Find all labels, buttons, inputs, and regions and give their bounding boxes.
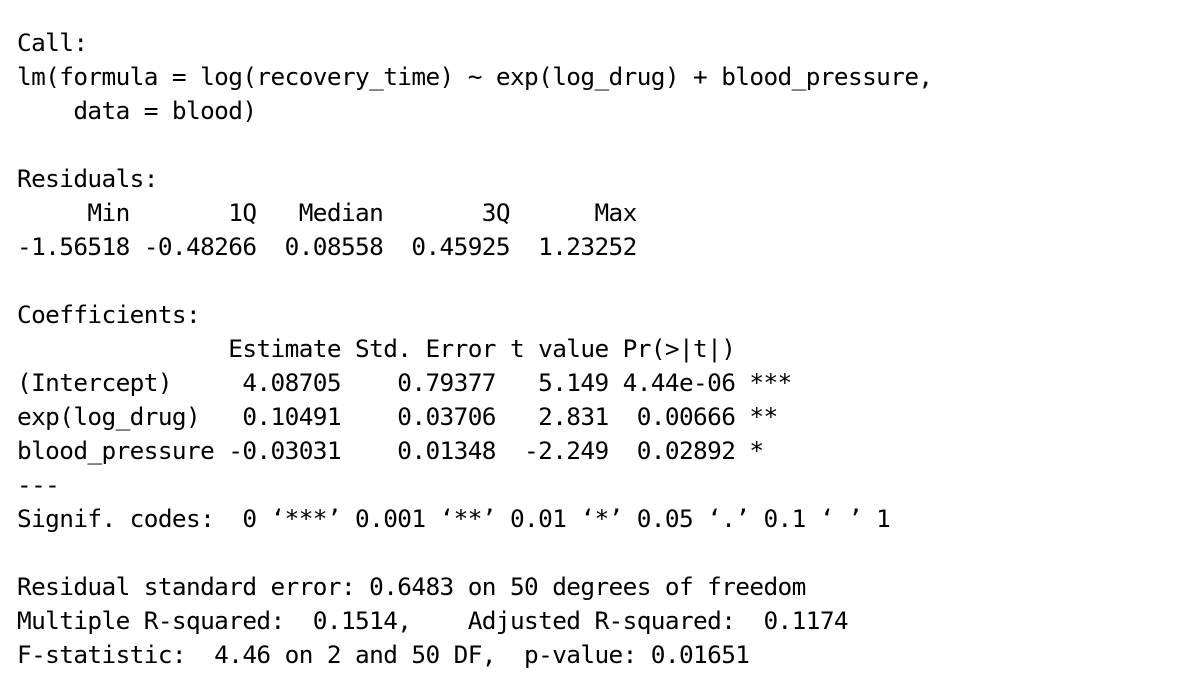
residuals-header: Residuals:: [17, 164, 158, 193]
residuals-quantile-values: -1.56518 -0.48266 0.08558 0.45925 1.2325…: [17, 232, 651, 261]
coefficient-row-blood-pressure: blood_pressure -0.03031 0.01348 -2.249 0…: [17, 436, 792, 465]
separator-line: ---: [17, 470, 60, 499]
residuals-quantile-labels: Min 1Q Median 3Q Max: [17, 198, 651, 227]
signif-codes: Signif. codes: 0 ‘***’ 0.001 ‘**’ 0.01 ‘…: [17, 504, 891, 533]
residual-standard-error: Residual standard error: 0.6483 on 50 de…: [17, 572, 806, 601]
coefficient-row-exp-log-drug: exp(log_drug) 0.10491 0.03706 2.831 0.00…: [17, 402, 792, 431]
r-squared-line: Multiple R-squared: 0.1514, Adjusted R-s…: [17, 606, 863, 635]
call-header: Call:: [17, 28, 88, 57]
coefficient-row-intercept: (Intercept) 4.08705 0.79377 5.149 4.44e-…: [17, 368, 792, 397]
coefficients-header: Coefficients:: [17, 300, 201, 329]
f-statistic-line: F-statistic: 4.46 on 2 and 50 DF, p-valu…: [17, 640, 750, 669]
coefficients-column-headers: Estimate Std. Error t value Pr(>|t|): [17, 334, 792, 363]
call-formula: lm(formula = log(recovery_time) ~ exp(lo…: [17, 62, 947, 91]
call-data: data = blood): [17, 96, 257, 125]
